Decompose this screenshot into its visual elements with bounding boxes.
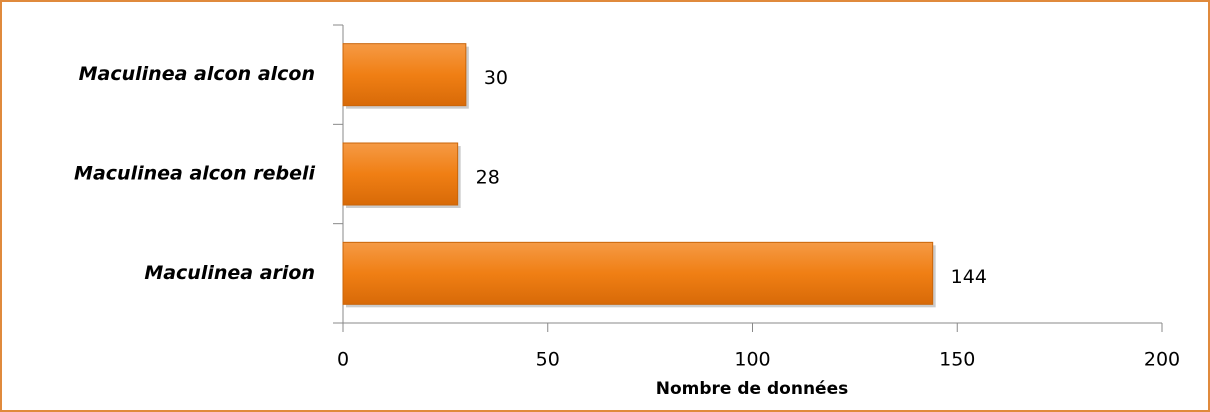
value-label: 28	[476, 167, 500, 189]
bar	[342, 43, 467, 107]
value-label: 30	[484, 67, 508, 89]
y-tick-label: Maculinea alcon rebeli	[74, 163, 315, 185]
bar	[342, 241, 934, 305]
x-tick-label: 150	[939, 349, 975, 371]
x-tick-label: 0	[337, 349, 349, 371]
y-tick-label: Maculinea arion	[144, 262, 315, 284]
bar	[342, 142, 459, 206]
y-tick-label: Maculinea alcon alcon	[79, 63, 315, 85]
x-axis-label: Nombre de données	[656, 379, 848, 399]
value-label: 144	[951, 266, 987, 288]
x-tick-label: 50	[536, 349, 560, 371]
x-tick-label: 200	[1144, 349, 1180, 371]
x-tick-label: 100	[734, 349, 770, 371]
